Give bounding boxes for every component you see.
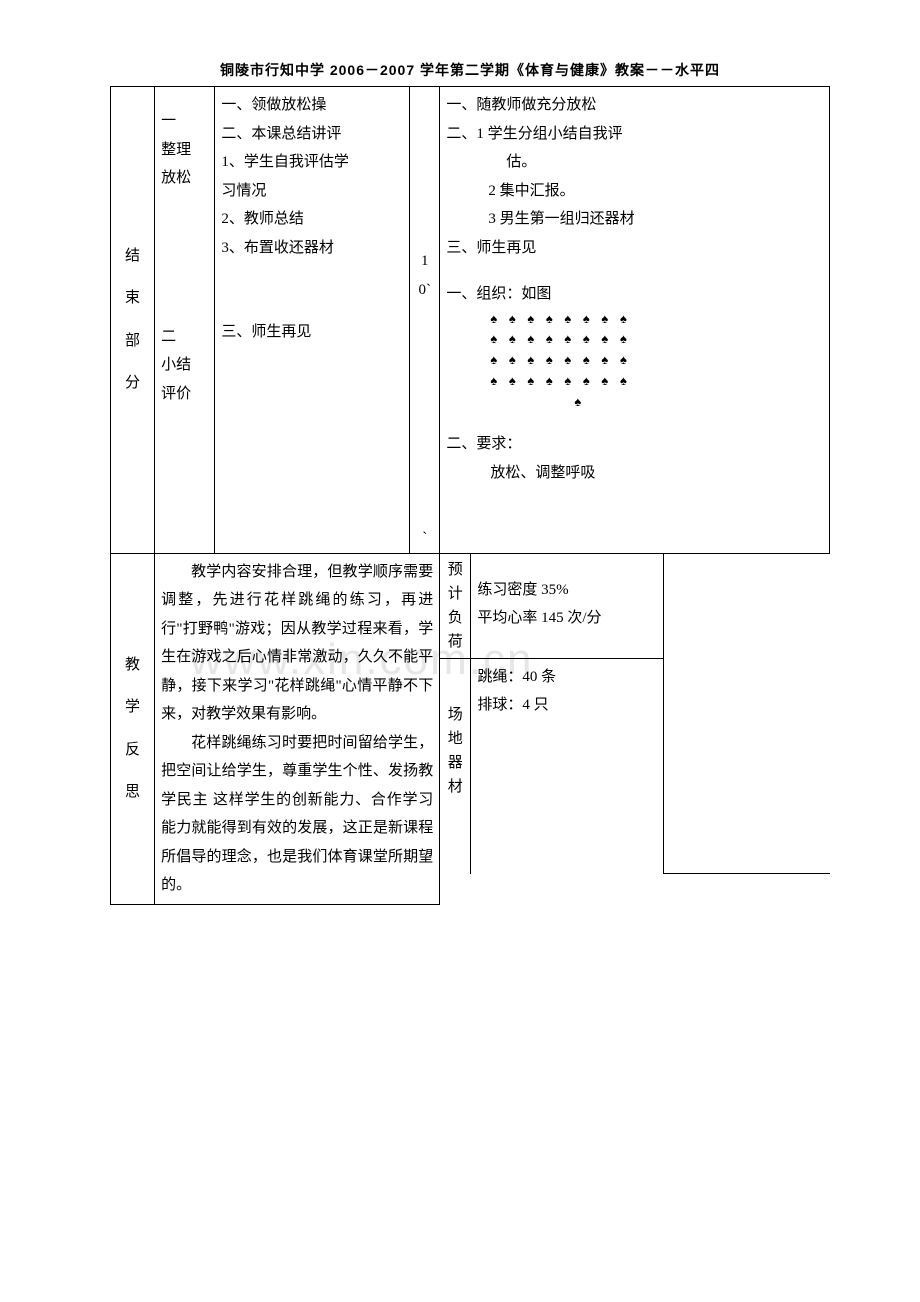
lesson-table: 结 束 部 分 一 整理 放松 二 小结 评价 一、领做放松操 二、本课总结讲评… — [110, 86, 830, 905]
reflection-para: 花样跳绳练习时要把时间留给学生，把空间让给学生，尊重学生个性、发扬教学民主 这样… — [161, 729, 433, 900]
sub-line: 评价 — [161, 380, 208, 409]
sub-line: 整理 — [161, 136, 208, 165]
label-char: 教 — [111, 651, 154, 680]
formation-diagram: ♠ ♠ ♠ ♠ ♠ ♠ ♠ ♠ ♠ ♠ ♠ ♠ ♠ ♠ ♠ ♠ ♠ ♠ ♠ ♠ … — [490, 309, 823, 413]
activity-line: 3 男生第一组归还器材 — [488, 205, 823, 234]
org-title: 一、组织：如图 — [446, 280, 823, 309]
activity-line: 三、师生再见 — [446, 234, 823, 263]
load-label: 预 计 负 荷 — [440, 554, 471, 659]
sub-activity-col: 一 整理 放松 二 小结 评价 — [155, 87, 215, 554]
sub-title: 一 — [161, 107, 208, 136]
student-activity-col: 一、随教师做充分放松 二、1 学生分组小结自我评 估。 2 集中汇报。 3 男生… — [440, 87, 830, 554]
section-end-label: 结 束 部 分 — [111, 87, 155, 554]
activity-line: 2、教师总结 — [221, 205, 403, 234]
req-title: 二、要求： — [446, 430, 823, 459]
label-char: 思 — [111, 778, 154, 807]
label-char: 反 — [111, 736, 154, 765]
section-reflect-label: 教 学 反 思 — [111, 553, 155, 904]
sub-title: 二 — [161, 323, 208, 352]
req-line: 放松、调整呼吸 — [490, 459, 823, 488]
activity-line: 习情况 — [221, 177, 403, 206]
sub-line: 放松 — [161, 164, 208, 193]
sub-line: 小结 — [161, 351, 208, 380]
load-line: 平均心率 145 次/分 — [477, 604, 657, 633]
activity-line: 3、布置收还器材 — [221, 234, 403, 263]
empty-cell — [664, 554, 830, 874]
activity-line: 1、学生自我评估学 — [221, 148, 403, 177]
time-value: ` — [410, 524, 439, 553]
teacher-activity-col: 一、领做放松操 二、本课总结讲评 1、学生自我评估学 习情况 2、教师总结 3、… — [215, 87, 410, 554]
activity-line: 三、师生再见 — [221, 318, 403, 347]
label-char: 结 — [111, 242, 154, 271]
equip-label: 场 地 器 材 — [440, 658, 471, 874]
label-char: 部 — [111, 327, 154, 356]
equip-values: 跳绳：40 条 排球：4 只 — [471, 658, 664, 874]
activity-line: 二、本课总结讲评 — [221, 120, 403, 149]
load-values: 练习密度 35% 平均心率 145 次/分 — [471, 554, 664, 659]
time-value: 1 — [410, 247, 439, 276]
equip-line: 跳绳：40 条 — [477, 663, 657, 692]
label-char: 束 — [111, 284, 154, 313]
load-line: 练习密度 35% — [477, 576, 657, 605]
activity-line: 2 集中汇报。 — [488, 177, 823, 206]
label-char: 分 — [111, 369, 154, 398]
equip-line: 排球：4 只 — [477, 691, 657, 720]
reflection-para: 教学内容安排合理，但教学顺序需要调整，先进行花样跳绳的练习，再进行"打野鸭"游戏… — [161, 558, 433, 729]
activity-line: 估。 — [506, 148, 823, 177]
activity-line: 一、随教师做充分放松 — [446, 91, 823, 120]
page-header: 铜陵市行知中学 2006－2007 学年第二学期《体育与健康》教案－－水平四 — [110, 60, 830, 80]
activity-line: 一、领做放松操 — [221, 91, 403, 120]
time-col: 1 0` ` — [410, 87, 440, 554]
activity-line: 二、1 学生分组小结自我评 — [446, 120, 823, 149]
label-char: 学 — [111, 693, 154, 722]
time-value: 0` — [410, 276, 439, 305]
reflection-text: 教学内容安排合理，但教学顺序需要调整，先进行花样跳绳的练习，再进行"打野鸭"游戏… — [155, 553, 440, 904]
